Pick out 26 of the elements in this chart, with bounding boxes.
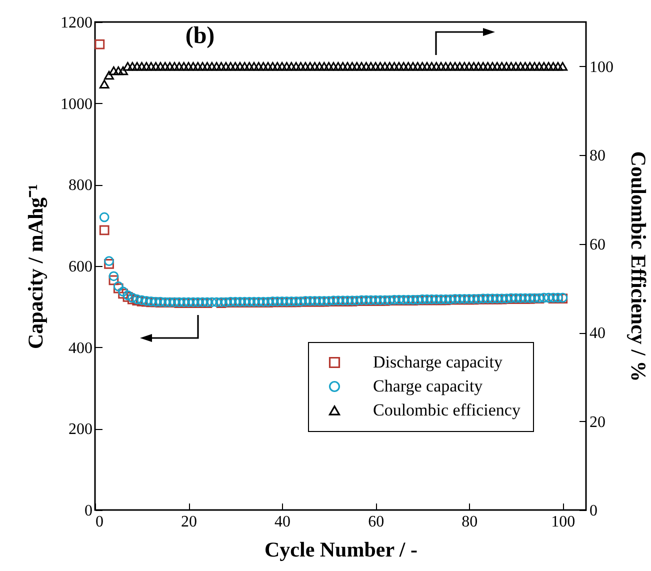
x-tick-label: 40 <box>274 514 291 530</box>
y2-axis-title: Coulombic Efficiency / % <box>626 151 650 382</box>
x-tick-label: 100 <box>551 514 576 530</box>
y-tick-label: 0 <box>84 502 92 520</box>
y-axis-title: Capacity / mAhg⁻¹ <box>24 184 48 349</box>
x-tick-label: 0 <box>96 514 104 530</box>
y2-tick-label: 20 <box>590 414 606 431</box>
legend-label: Charge capacity <box>373 376 484 396</box>
legend-label: Coulombic efficiency <box>373 400 521 420</box>
x-tick-label: 80 <box>462 514 478 530</box>
y-tick-label: 1000 <box>60 96 92 113</box>
x-tick-label: 20 <box>181 514 198 530</box>
y-tick-label: 400 <box>68 340 92 357</box>
annotation: (b) <box>185 23 215 49</box>
y2-tick-label: 100 <box>590 58 614 76</box>
x-axis-title: Cycle Number / - <box>264 538 418 562</box>
y-tick-label: 200 <box>68 421 92 438</box>
y2-tick-label: 60 <box>590 236 606 254</box>
y2-tick-label: 40 <box>590 325 606 342</box>
y-tick-label: 600 <box>68 258 92 276</box>
legend-label: Discharge capacity <box>373 352 503 372</box>
x-tick-label: 60 <box>368 514 384 530</box>
y2-tick-label: 0 <box>590 502 598 520</box>
y-tick-label: 1200 <box>60 14 92 32</box>
y2-tick-label: 80 <box>590 148 606 165</box>
y-tick-label: 800 <box>68 177 92 194</box>
